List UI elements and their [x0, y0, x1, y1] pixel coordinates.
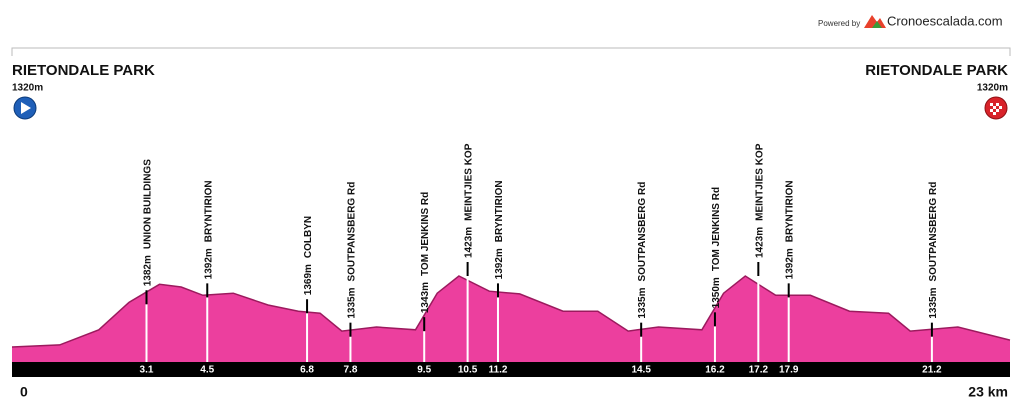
waypoint-name: COLBYN [303, 216, 314, 258]
waypoint-km: 16.2 [705, 365, 725, 376]
waypoint-label: 1350m TOM JENKINS Rd [711, 187, 722, 308]
logo-icon [864, 15, 886, 28]
waypoint-elevation: 1335m [928, 287, 939, 318]
finish-elevation: 1320m [977, 83, 1008, 94]
logo-icon-2 [872, 21, 882, 28]
elevation-line [11, 275, 1011, 348]
waypoint-km: 6.8 [300, 365, 314, 376]
waypoint-km: 3.1 [140, 365, 154, 376]
waypoint-name: BRYNTIRION [203, 180, 214, 242]
frame [11, 47, 1011, 56]
waypoint-elevation: 1392m [784, 248, 795, 279]
waypoint-km: 4.5 [200, 365, 214, 376]
waypoint-elevation: 1423m [754, 227, 765, 258]
waypoint-label: 1382m UNION BUILDINGS [142, 159, 153, 286]
waypoint-label: 1343m TOM JENKINS Rd [420, 192, 431, 313]
waypoint-elevation: 1343m [420, 282, 431, 313]
waypoint-label: 1392m BRYNTIRION [784, 180, 795, 279]
elevation-area [12, 276, 1010, 362]
x-tick-label: 23 km [968, 384, 1008, 400]
finish-name: RIETONDALE PARK [865, 62, 1008, 79]
waypoint-name: BRYNTIRION [784, 180, 795, 242]
start-elevation: 1320m [12, 83, 43, 94]
waypoint-km: 21.2 [922, 365, 942, 376]
waypoint-elevation: 1423m [463, 227, 474, 258]
waypoint-km: 7.8 [343, 365, 357, 376]
waypoint-elevation: 1350m [711, 277, 722, 308]
waypoint-name: TOM JENKINS Rd [711, 187, 722, 271]
waypoint-name: MEINTJIES KOP [463, 143, 474, 221]
start-arrow [21, 102, 31, 114]
waypoint-label: 1335m SOUTPANSBERG Rd [637, 182, 648, 319]
waypoint-km: 10.5 [458, 365, 478, 376]
waypoint-km: 11.2 [489, 365, 508, 376]
waypoint-elevation: 1369m [303, 264, 314, 295]
waypoint-name: SOUTPANSBERG Rd [928, 182, 939, 282]
waypoint-elevation: 1335m [637, 287, 648, 318]
waypoint-name: MEINTJIES KOP [754, 143, 765, 221]
finish-flag [990, 103, 1002, 115]
waypoint-name: SOUTPANSBERG Rd [637, 182, 648, 282]
waypoint-km: 14.5 [631, 365, 651, 376]
x-tick-label: 0 [20, 384, 28, 400]
waypoint-label: 1423m MEINTJIES KOP [463, 143, 474, 258]
waypoint-name: BRYNTIRION [494, 180, 505, 242]
waypoint-label: 1392m BRYNTIRION [203, 180, 214, 279]
waypoint-km: 17.2 [749, 365, 769, 376]
waypoint-elevation: 1392m [494, 248, 505, 279]
waypoint-label: 1335m SOUTPANSBERG Rd [928, 182, 939, 319]
waypoint-km: 9.5 [417, 365, 431, 376]
waypoint-label: 1392m BRYNTIRION [494, 180, 505, 279]
waypoint-name: UNION BUILDINGS [142, 159, 153, 249]
waypoint-km: 17.9 [779, 365, 799, 376]
waypoint-elevation: 1335m [346, 287, 357, 318]
waypoint-label: 1369m COLBYN [303, 216, 314, 295]
waypoint-elevation: 1382m [142, 255, 153, 286]
waypoint-label: 1423m MEINTJIES KOP [754, 143, 765, 258]
waypoint-label: 1335m SOUTPANSBERG Rd [346, 182, 357, 319]
waypoint-elevation: 1392m [203, 248, 214, 279]
waypoint-name: TOM JENKINS Rd [420, 192, 431, 276]
powered-by: Powered by [818, 19, 860, 28]
start-name: RIETONDALE PARK [12, 62, 155, 79]
distance-bar [12, 362, 1010, 377]
waypoint-name: SOUTPANSBERG Rd [346, 182, 357, 282]
site-name: Cronoescalada.com [887, 13, 1003, 28]
